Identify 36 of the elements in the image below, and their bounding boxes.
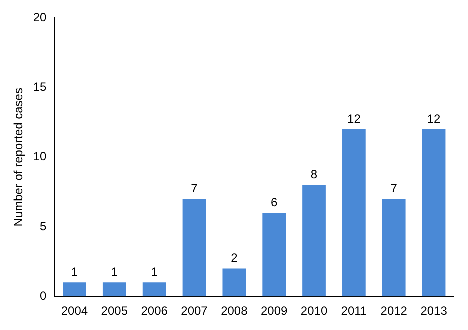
y-tick-label: 10 bbox=[33, 150, 48, 164]
x-tick-label: 2007 bbox=[181, 304, 208, 318]
y-axis-title: Number of reported cases bbox=[12, 88, 26, 227]
x-tick-label: 2013 bbox=[420, 304, 448, 318]
bar bbox=[382, 199, 406, 297]
data-label: 6 bbox=[270, 195, 278, 210]
bar bbox=[342, 130, 366, 297]
bar bbox=[142, 282, 166, 297]
x-tick-label: 2004 bbox=[61, 304, 88, 318]
bar bbox=[63, 282, 86, 297]
data-label: 7 bbox=[191, 181, 198, 196]
bar bbox=[422, 130, 446, 297]
bar bbox=[102, 282, 126, 297]
x-tick-label: 2011 bbox=[341, 304, 368, 318]
y-tick-label: 5 bbox=[40, 219, 48, 234]
data-label: 2 bbox=[231, 251, 238, 266]
data-label: 1 bbox=[111, 264, 118, 279]
bar bbox=[302, 185, 326, 297]
data-label: 8 bbox=[310, 168, 318, 182]
bar bbox=[182, 199, 206, 297]
y-tick-label: 15 bbox=[33, 80, 48, 94]
x-tick-label: 2010 bbox=[300, 304, 328, 318]
x-tick-label: 2012 bbox=[380, 304, 408, 318]
y-tick-label: 0 bbox=[40, 288, 48, 303]
x-tick-label: 2008 bbox=[221, 304, 248, 318]
y-tick-label: 20 bbox=[33, 10, 48, 25]
bar bbox=[222, 268, 246, 297]
data-label: 12 bbox=[348, 112, 362, 126]
x-tick-label: 2005 bbox=[101, 304, 128, 318]
data-label: 12 bbox=[427, 112, 442, 126]
data-label: 1 bbox=[71, 264, 78, 279]
bar bbox=[262, 213, 286, 297]
x-tick-label: 2009 bbox=[260, 304, 288, 318]
x-tick-label: 2006 bbox=[141, 304, 168, 318]
data-label: 7 bbox=[390, 181, 398, 196]
data-label: 1 bbox=[151, 264, 158, 279]
